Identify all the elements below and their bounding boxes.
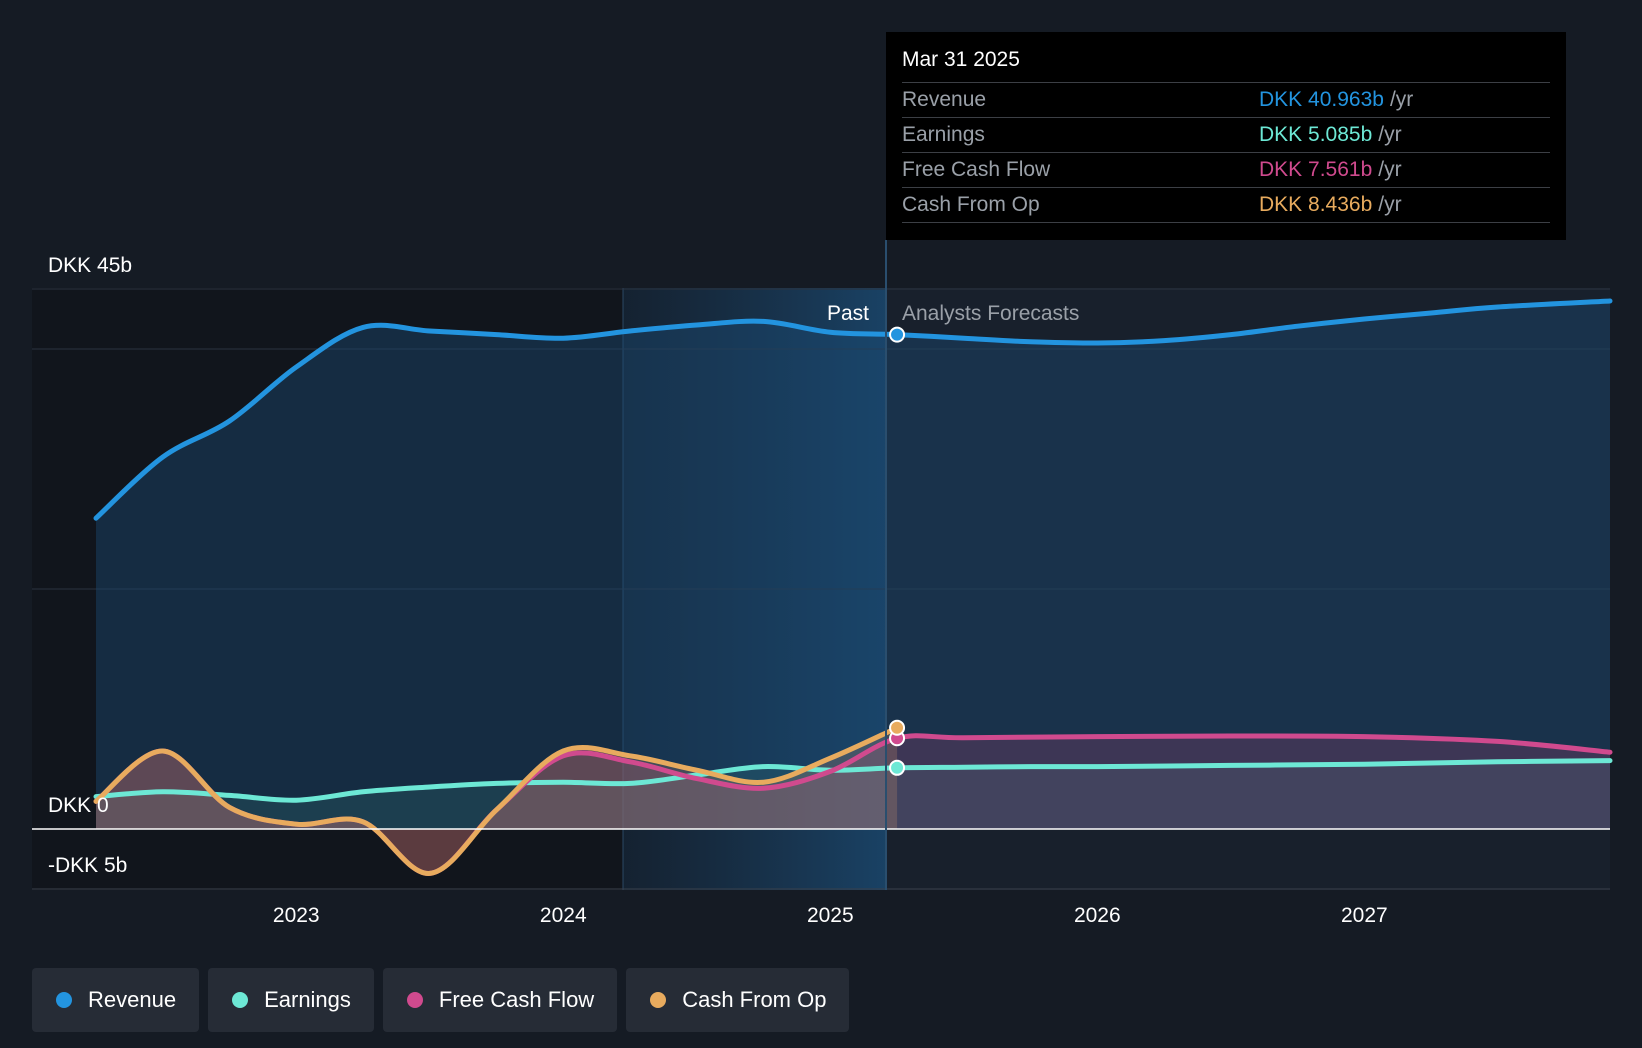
earnings-line	[93, 758, 1613, 803]
series-areas	[96, 301, 1610, 874]
tooltip-date: Mar 31 2025	[902, 48, 1020, 71]
tooltip-unit: /yr	[1378, 158, 1402, 181]
legend-item-earnings[interactable]: Earnings	[208, 968, 374, 1032]
tooltip-row-revenue: Revenue DKK 40.963b /yr	[902, 82, 1550, 117]
tooltip-label: Cash From Op	[902, 193, 1040, 216]
x-axis-tick-label: 2027	[1341, 904, 1388, 927]
tooltip-value: DKK 8.436b	[1259, 193, 1373, 216]
forecast-label: Analysts Forecasts	[902, 302, 1079, 325]
tooltip-unit: /yr	[1389, 88, 1414, 111]
tooltip-row-free-cash-flow: Free Cash Flow DKK 7.561b /yr	[902, 152, 1550, 187]
revenue-marker	[889, 326, 906, 343]
legend-item-cash-from-op[interactable]: Cash From Op	[626, 968, 850, 1032]
legend-label: Free Cash Flow	[438, 987, 595, 1012]
legend-item-free-cash-flow[interactable]: Free Cash Flow	[382, 968, 618, 1032]
tooltip-label: Free Cash Flow	[902, 158, 1051, 181]
legend-label: Earnings	[264, 987, 351, 1012]
y-axis-label: DKK 45b	[48, 254, 132, 277]
tooltip-unit: /yr	[1378, 193, 1402, 216]
free-cash-flow-area	[96, 735, 1610, 874]
x-axis-tick-label: 2025	[807, 904, 854, 927]
tooltip-value: DKK 7.561b	[1259, 158, 1373, 181]
earnings-area	[96, 760, 1610, 829]
tooltip-label: Revenue	[902, 88, 987, 111]
current-markers	[889, 326, 906, 776]
x-axis-tick-label: 2024	[540, 904, 587, 927]
past-label: Past	[827, 302, 869, 325]
cash-from-op-area	[96, 727, 898, 874]
cash-from-op-marker	[889, 719, 906, 736]
legend: Revenue Earnings Free Cash Flow Cash Fro…	[32, 968, 850, 1032]
y-axis-label: DKK 0	[48, 794, 109, 817]
tooltip-value: DKK 40.963b	[1259, 88, 1384, 111]
series-lines	[32, 298, 1613, 876]
chart-canvas: DKK 45b DKK 0 -DKK 5b 2023 2024 2025 2026 2027 P…	[32, 240, 1613, 927]
y-axis-label: -DKK 5b	[48, 854, 127, 877]
tooltip: Mar 31 2025 Revenue DKK 40.963b /yr Earn…	[886, 32, 1566, 240]
cash-from-op-dot-icon	[650, 992, 667, 1008]
tooltip-row-cash-from-op: Cash From Op DKK 8.436b /yr	[902, 187, 1550, 223]
earnings-marker	[889, 759, 906, 776]
axis-labels: DKK 45b DKK 0 -DKK 5b 2023 2024 2025 2026 2027 P…	[48, 254, 1388, 927]
revenue-area	[96, 301, 1610, 829]
tooltip-row-earnings: Earnings DKK 5.085b /yr	[902, 117, 1550, 152]
legend-item-revenue[interactable]: Revenue	[32, 968, 200, 1032]
x-axis-tick-label: 2026	[1074, 904, 1121, 927]
tooltip-value: DKK 5.085b	[1259, 123, 1373, 146]
tooltip-label: Earnings	[902, 123, 985, 146]
gridlines	[32, 288, 1610, 890]
legend-label: Cash From Op	[682, 987, 827, 1012]
tooltip-unit: /yr	[1378, 123, 1402, 146]
legend-label: Revenue	[88, 987, 177, 1012]
earnings-dot-icon	[232, 992, 249, 1008]
revenue-dot-icon	[56, 992, 72, 1008]
cash-from-op-line	[93, 725, 900, 876]
free-cash-flow-dot-icon	[406, 992, 423, 1008]
revenue-line	[93, 298, 1613, 521]
x-axis-tick-label: 2023	[273, 904, 320, 927]
